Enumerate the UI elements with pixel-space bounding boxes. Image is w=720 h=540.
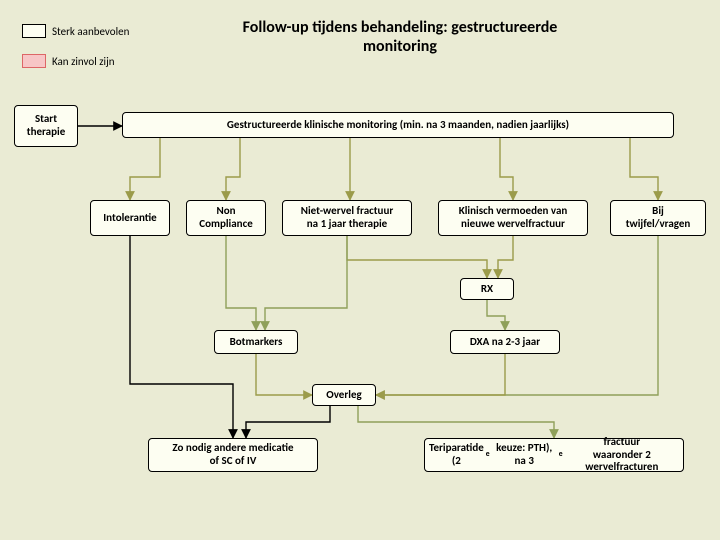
page-title: Follow-up tijdens behandeling: gestructu… — [240, 18, 560, 56]
node-noncomp: NonCompliance — [186, 200, 266, 236]
node-teriparatide: Teriparatide (2e keuze: PTH), na 3e frac… — [424, 438, 684, 472]
node-start: Starttherapie — [14, 105, 78, 147]
node-rx: RX — [460, 278, 514, 300]
node-overleg: Overleg — [312, 384, 376, 406]
node-dxa: DXA na 2-3 jaar — [450, 330, 560, 354]
node-nietwervel: Niet-wervel fractuurna 1 jaar therapie — [282, 200, 412, 236]
legend-soft-swatch — [22, 54, 46, 68]
node-gestruct: Gestructureerde klinische monitoring (mi… — [122, 112, 674, 138]
node-klinisch: Klinisch vermoeden vannieuwe wervelfract… — [438, 200, 588, 236]
legend-strong-swatch — [22, 24, 46, 38]
node-zonodig: Zo nodig andere medicatieof SC of IV — [148, 438, 318, 472]
legend-strong-label: Sterk aanbevolen — [52, 25, 129, 38]
node-intolerantie: Intolerantie — [90, 200, 170, 236]
node-botmarkers: Botmarkers — [214, 330, 298, 354]
legend-soft-label: Kan zinvol zijn — [52, 55, 115, 68]
node-twijfel: Bijtwijfel/vragen — [610, 200, 706, 236]
